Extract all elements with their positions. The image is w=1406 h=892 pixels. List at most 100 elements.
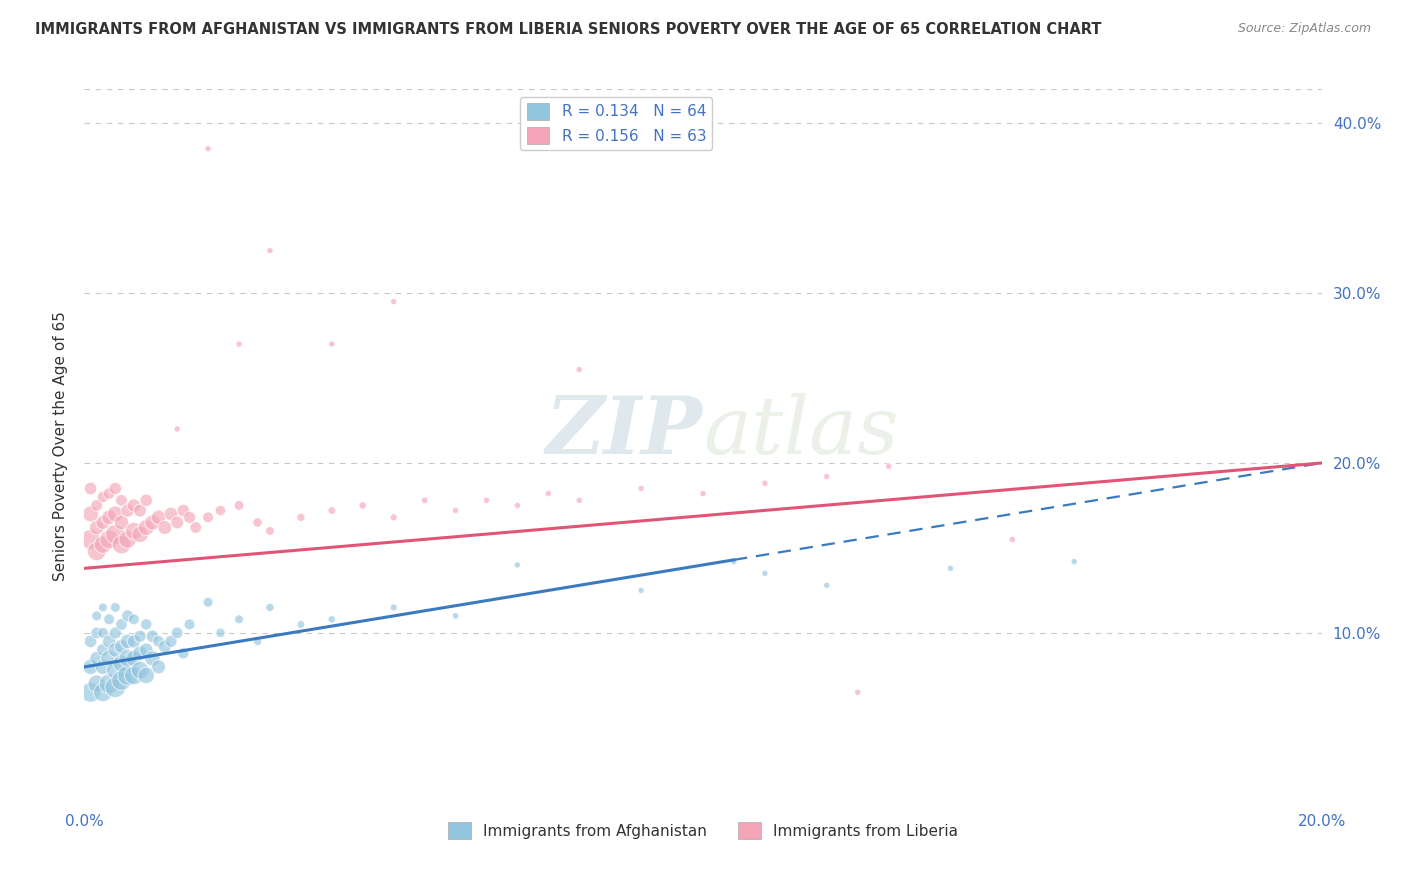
Point — [129, 503, 152, 517]
Point — [352, 499, 374, 513]
Point — [321, 503, 343, 517]
Point — [86, 544, 108, 558]
Point — [86, 520, 108, 534]
Point — [110, 516, 132, 530]
Point — [506, 499, 529, 513]
Text: Source: ZipAtlas.com: Source: ZipAtlas.com — [1237, 22, 1371, 36]
Point — [91, 660, 114, 674]
Point — [91, 600, 114, 615]
Point — [166, 516, 188, 530]
Point — [1063, 555, 1085, 569]
Point — [259, 600, 281, 615]
Point — [122, 612, 145, 626]
Point — [153, 640, 176, 654]
Text: atlas: atlas — [703, 393, 898, 470]
Point — [104, 680, 127, 694]
Point — [209, 626, 232, 640]
Point — [110, 657, 132, 671]
Point — [91, 685, 114, 699]
Point — [290, 617, 312, 632]
Point — [86, 677, 108, 691]
Point — [117, 503, 139, 517]
Point — [321, 337, 343, 351]
Point — [117, 533, 139, 547]
Point — [122, 651, 145, 665]
Point — [129, 527, 152, 541]
Point — [117, 634, 139, 648]
Point — [91, 490, 114, 504]
Point — [86, 499, 108, 513]
Point — [91, 537, 114, 551]
Point — [117, 668, 139, 682]
Point — [754, 476, 776, 491]
Point — [98, 612, 121, 626]
Point — [723, 555, 745, 569]
Point — [197, 510, 219, 524]
Point — [98, 533, 121, 547]
Point — [815, 578, 838, 592]
Point — [148, 510, 170, 524]
Point — [754, 566, 776, 581]
Point — [110, 673, 132, 688]
Point — [122, 668, 145, 682]
Point — [91, 626, 114, 640]
Point — [568, 493, 591, 508]
Point — [160, 634, 183, 648]
Point — [172, 646, 194, 660]
Point — [110, 617, 132, 632]
Point — [568, 362, 591, 376]
Point — [104, 663, 127, 677]
Point — [104, 507, 127, 521]
Point — [290, 510, 312, 524]
Point — [117, 651, 139, 665]
Point — [79, 685, 101, 699]
Point — [141, 516, 163, 530]
Point — [117, 608, 139, 623]
Text: ZIP: ZIP — [546, 393, 703, 470]
Point — [122, 524, 145, 538]
Point — [815, 469, 838, 483]
Point — [135, 493, 157, 508]
Point — [197, 595, 219, 609]
Point — [209, 503, 232, 517]
Point — [135, 617, 157, 632]
Point — [630, 583, 652, 598]
Point — [166, 422, 188, 436]
Point — [98, 677, 121, 691]
Point — [444, 503, 467, 517]
Point — [939, 561, 962, 575]
Point — [79, 634, 101, 648]
Point — [86, 626, 108, 640]
Point — [79, 660, 101, 674]
Point — [98, 651, 121, 665]
Point — [122, 499, 145, 513]
Point — [197, 142, 219, 156]
Text: IMMIGRANTS FROM AFGHANISTAN VS IMMIGRANTS FROM LIBERIA SENIORS POVERTY OVER THE : IMMIGRANTS FROM AFGHANISTAN VS IMMIGRANT… — [35, 22, 1102, 37]
Point — [382, 510, 405, 524]
Point — [246, 516, 269, 530]
Legend: Immigrants from Afghanistan, Immigrants from Liberia: Immigrants from Afghanistan, Immigrants … — [441, 816, 965, 845]
Point — [506, 558, 529, 572]
Point — [382, 294, 405, 309]
Point — [104, 600, 127, 615]
Point — [129, 646, 152, 660]
Point — [172, 503, 194, 517]
Y-axis label: Seniors Poverty Over the Age of 65: Seniors Poverty Over the Age of 65 — [53, 311, 69, 581]
Point — [228, 337, 250, 351]
Point — [141, 629, 163, 643]
Point — [1001, 533, 1024, 547]
Point — [166, 626, 188, 640]
Point — [122, 634, 145, 648]
Point — [79, 533, 101, 547]
Point — [444, 608, 467, 623]
Point — [110, 537, 132, 551]
Point — [160, 507, 183, 521]
Point — [98, 510, 121, 524]
Point — [413, 493, 436, 508]
Point — [141, 651, 163, 665]
Point — [135, 520, 157, 534]
Point — [86, 651, 108, 665]
Point — [184, 520, 207, 534]
Point — [86, 608, 108, 623]
Point — [228, 612, 250, 626]
